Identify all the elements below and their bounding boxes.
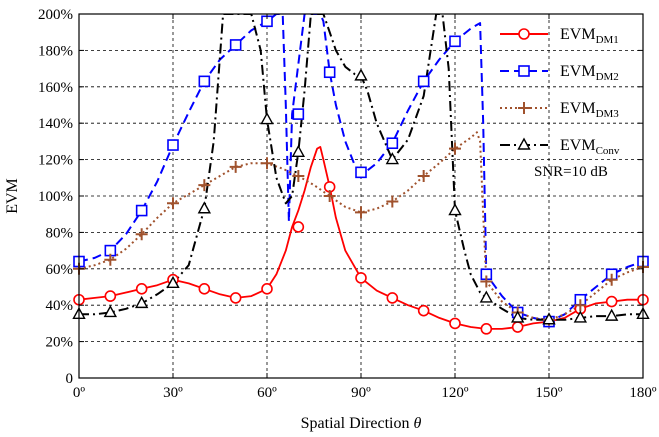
x-tick-label: 180º (629, 385, 657, 401)
data-point-dm1 (262, 284, 272, 294)
data-point-conv (199, 203, 210, 213)
data-point-dm3 (136, 228, 148, 240)
legend-marker (519, 29, 529, 39)
legend-item-dm2: EVMDM2 (500, 63, 619, 83)
snr-annotation: SNR=10 dB (534, 164, 608, 180)
y-axis-label: EVM (4, 178, 21, 214)
data-point-dm1 (387, 293, 397, 303)
data-point-conv (387, 154, 398, 164)
y-tick-label: 40% (46, 298, 74, 314)
data-point-dm1 (513, 322, 523, 332)
data-point-dm1 (137, 284, 147, 294)
y-tick-label: 160% (38, 80, 73, 96)
data-point-dm1 (293, 222, 303, 232)
data-point-dm2 (450, 36, 460, 46)
x-axis-label-text: Spatial Direction (301, 415, 410, 432)
data-point-dm2 (387, 138, 397, 148)
legend-label: EVMConv (560, 137, 620, 157)
data-point-dm1 (450, 318, 460, 328)
x-tick-label: 30º (163, 385, 183, 401)
y-tick-label: 120% (38, 153, 73, 169)
markers-dm1 (74, 182, 648, 334)
data-point-conv (136, 297, 147, 307)
data-point-dm2 (325, 67, 335, 77)
data-point-dm1 (199, 284, 209, 294)
data-point-dm2 (199, 76, 209, 86)
legend: EVMDM1 EVMDM2 EVMDM3 EVMConv (500, 26, 620, 157)
x-axis-label: Spatial Direction θ (301, 415, 422, 432)
data-point-dm3 (386, 195, 398, 207)
data-point-dm2 (293, 109, 303, 119)
y-tick-label: 80% (46, 225, 74, 241)
legend-label: EVMDM2 (560, 63, 619, 83)
data-point-dm1 (481, 324, 491, 334)
legend-item-dm1: EVMDM1 (500, 26, 619, 46)
data-point-dm1 (607, 297, 617, 307)
y-tick-label: 20% (46, 335, 74, 351)
legend-marker (519, 66, 529, 76)
data-point-conv (262, 114, 273, 124)
data-point-conv (606, 310, 617, 320)
data-point-dm2 (137, 206, 147, 216)
y-tick-label: 100% (38, 189, 73, 205)
x-tick-label: 120º (441, 385, 469, 401)
data-point-dm3 (261, 157, 273, 169)
x-tick-label: 90º (351, 385, 371, 401)
x-tick-label: 150º (535, 385, 563, 401)
x-tick-label: 60º (257, 385, 277, 401)
legend-label: EVMDM3 (560, 100, 619, 120)
data-point-dm3 (449, 143, 461, 155)
y-tick-label: 200% (38, 7, 73, 23)
y-tick-label: 140% (38, 116, 73, 132)
data-point-conv (481, 292, 492, 302)
data-point-conv (450, 205, 461, 215)
y-tick-label: 0 (66, 371, 74, 387)
data-point-dm2 (168, 140, 178, 150)
data-point-conv (356, 70, 367, 80)
data-point-conv (293, 146, 304, 156)
y-tick-label: 60% (46, 262, 74, 278)
y-tick-label: 180% (38, 43, 73, 59)
legend-item-dm3: EVMDM3 (500, 100, 619, 120)
legend-item-conv: EVMConv (500, 137, 620, 157)
data-point-dm1 (419, 306, 429, 316)
data-point-dm2 (231, 40, 241, 50)
data-point-dm1 (231, 293, 241, 303)
data-point-dm2 (356, 167, 366, 177)
legend-marker (518, 102, 530, 114)
data-point-dm3 (198, 179, 210, 191)
data-point-dm3 (230, 161, 242, 173)
data-point-dm1 (105, 291, 115, 301)
legend-label: EVMDM1 (560, 26, 619, 46)
data-point-dm2 (419, 76, 429, 86)
data-point-dm1 (356, 273, 366, 283)
data-point-dm3 (324, 190, 336, 202)
x-tick-label: 0º (73, 385, 86, 401)
x-axis-label-symbol: θ (414, 415, 422, 432)
data-point-dm3 (355, 206, 367, 218)
